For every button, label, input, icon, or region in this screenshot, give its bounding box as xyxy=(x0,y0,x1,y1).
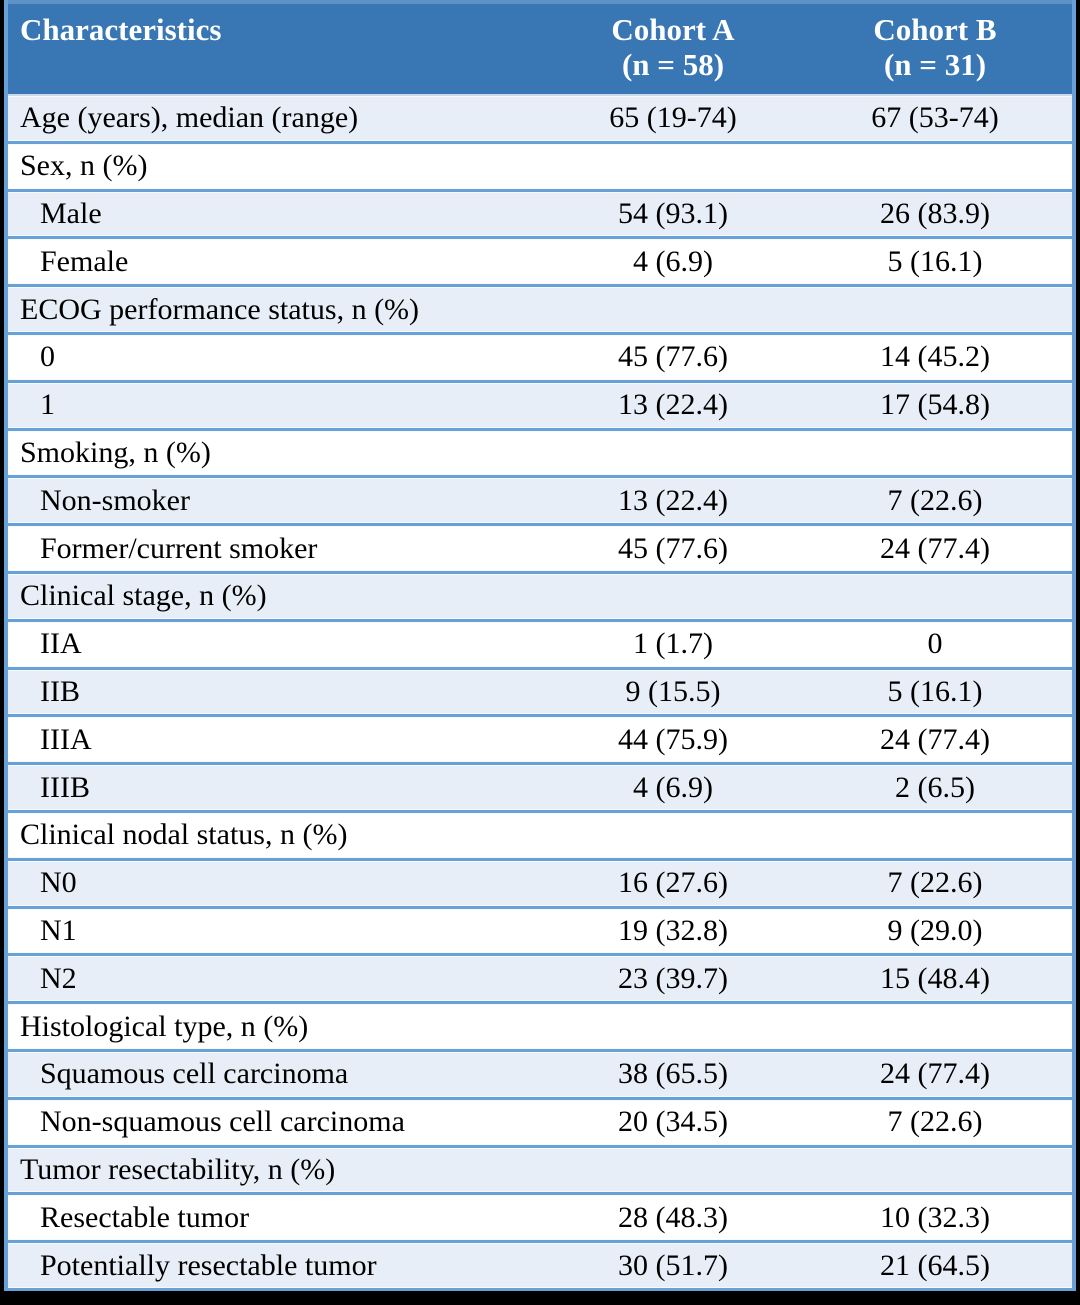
cohort-a-value: 19 (32.8) xyxy=(618,913,728,947)
cohort-b-value: 0 xyxy=(927,627,943,661)
table-row: Squamous cell carcinoma 38 (65.5) 24 (77.4… xyxy=(8,1051,1072,1097)
cohort-b-value: 7 (22.6) xyxy=(887,1105,983,1139)
cohort-a-value: 4 (6.9) xyxy=(633,244,713,278)
row-label: Non-squamous cell carcinoma xyxy=(40,1105,405,1139)
cohort-a-value: 1 (1.7) xyxy=(633,627,713,661)
row-label: Histological type, n (%) xyxy=(20,1009,309,1043)
row-label: IIIA xyxy=(40,722,92,756)
row-label: Former/current smoker xyxy=(40,531,318,565)
table-row: N0 16 (27.6) 7 (22.6) xyxy=(8,860,1072,906)
cohort-b-value: 21 (64.5) xyxy=(880,1248,990,1282)
table-row: Age (years), median (range) 65 (19-74) 67 … xyxy=(8,96,1072,141)
table-row: Clinical stage, n (%) xyxy=(8,573,1072,619)
table-row: 1 13 (22.4) 17 (54.8) xyxy=(8,382,1072,428)
table-row: Tumor resectability, n (%) xyxy=(8,1147,1072,1193)
cohort-b-value: 5 (16.1) xyxy=(887,674,983,708)
table-body: Age (years), median (range) 65 (19-74) 67 … xyxy=(8,96,1072,1291)
cohort-a-value: 4 (6.9) xyxy=(633,770,713,804)
row-label: Non-smoker xyxy=(40,483,190,517)
table-row: IIIA 44 (75.9) 24 (77.4) xyxy=(8,717,1072,763)
table-row: Clinical nodal status, n (%) xyxy=(8,812,1072,858)
header-label-cohort-b: Cohort B xyxy=(873,12,997,47)
cohort-a-value: 13 (22.4) xyxy=(618,483,728,517)
header-label-cohort-a-n: (n = 58) xyxy=(621,47,725,82)
row-label: N1 xyxy=(40,913,77,947)
table-row: Male 54 (93.1) 26 (83.9) xyxy=(8,191,1072,237)
cohort-a-value: 54 (93.1) xyxy=(618,196,728,230)
table-row: Sex, n (%) xyxy=(8,143,1072,189)
row-label: ECOG performance status, n (%) xyxy=(20,292,420,326)
table-row: IIIB 4 (6.9) 2 (6.5) xyxy=(8,765,1072,810)
cohort-a-value: 23 (39.7) xyxy=(618,961,728,995)
table-row: Smoking, n (%) xyxy=(8,430,1072,476)
row-label: N0 xyxy=(40,866,77,900)
header-label-cohort-a: Cohort A xyxy=(611,12,735,47)
row-label: IIIB xyxy=(40,770,90,804)
characteristics-table: Characteristics Cohort A (n = 58) Cohort… xyxy=(4,0,1076,1291)
cohort-a-value: 9 (15.5) xyxy=(625,674,721,708)
header-label-cohort-b-n: (n = 31) xyxy=(883,47,987,82)
table-row: IIA 1 (1.7) 0 xyxy=(8,621,1072,667)
header-label-characteristics: Characteristics xyxy=(20,12,222,47)
cohort-b-value: 17 (54.8) xyxy=(880,388,990,422)
row-label: IIA xyxy=(40,627,82,661)
cohort-a-value: 38 (65.5) xyxy=(618,1057,728,1091)
cohort-b-value: 14 (45.2) xyxy=(880,340,990,374)
cohort-a-value: 44 (75.9) xyxy=(618,722,728,756)
table-row: Histological type, n (%) xyxy=(8,1004,1072,1049)
row-label: Age (years), median (range) xyxy=(20,101,359,135)
row-label: Clinical stage, n (%) xyxy=(20,579,267,613)
cohort-b-value: 7 (22.6) xyxy=(887,866,983,900)
cohort-b-value: 5 (16.1) xyxy=(887,244,983,278)
table-header-row: Characteristics Cohort A (n = 58) Cohort… xyxy=(8,0,1072,96)
cohort-b-value: 2 (6.5) xyxy=(895,770,975,804)
cohort-a-value: 16 (27.6) xyxy=(618,866,728,900)
cohort-b-value: 10 (32.3) xyxy=(880,1200,990,1234)
row-label: Male xyxy=(40,196,102,230)
cohort-a-value: 20 (34.5) xyxy=(618,1105,728,1139)
row-label: Smoking, n (%) xyxy=(20,435,211,469)
cohort-b-value: 9 (29.0) xyxy=(887,913,983,947)
cohort-b-value: 24 (77.4) xyxy=(880,722,990,756)
table-row: Non-smoker 13 (22.4) 7 (22.6) xyxy=(8,478,1072,524)
row-label: Clinical nodal status, n (%) xyxy=(20,818,348,852)
header-cell-cohort-b: Cohort B (n = 31) xyxy=(798,4,1072,94)
cohort-b-value: 24 (77.4) xyxy=(880,531,990,565)
table-row: IIB 9 (15.5) 5 (16.1) xyxy=(8,669,1072,715)
row-label: Resectable tumor xyxy=(40,1200,250,1234)
cohort-a-value: 45 (77.6) xyxy=(618,531,728,565)
row-label: N2 xyxy=(40,961,77,995)
cohort-b-value: 26 (83.9) xyxy=(880,196,990,230)
table-row: Non-squamous cell carcinoma 20 (34.5) 7 (2… xyxy=(8,1099,1072,1145)
table-row: ECOG performance status, n (%) xyxy=(8,287,1072,332)
row-label: Potentially resectable tumor xyxy=(40,1248,377,1282)
table-row: Female 4 (6.9) 5 (16.1) xyxy=(8,239,1072,285)
header-cell-characteristics: Characteristics xyxy=(8,4,548,94)
cohort-a-value: 13 (22.4) xyxy=(618,388,728,422)
table-row: Former/current smoker 45 (77.6) 24 (77.4) xyxy=(8,526,1072,571)
table-row: 0 45 (77.6) 14 (45.2) xyxy=(8,334,1072,380)
row-label: Sex, n (%) xyxy=(20,149,148,183)
cohort-a-value: 30 (51.7) xyxy=(618,1248,728,1282)
cohort-b-value: 24 (77.4) xyxy=(880,1057,990,1091)
cohort-b-value: 67 (53-74) xyxy=(871,101,999,135)
row-label: 1 xyxy=(40,388,55,422)
cohort-b-value: 15 (48.4) xyxy=(880,961,990,995)
cohort-a-value: 65 (19-74) xyxy=(609,101,737,135)
row-label: IIB xyxy=(40,674,80,708)
cohort-a-value: 45 (77.6) xyxy=(618,340,728,374)
cohort-a-value: 28 (48.3) xyxy=(618,1200,728,1234)
row-label: Squamous cell carcinoma xyxy=(40,1057,349,1091)
header-cell-cohort-a: Cohort A (n = 58) xyxy=(548,4,798,94)
row-label: Female xyxy=(40,244,129,278)
cohort-b-value: 7 (22.6) xyxy=(887,483,983,517)
table-row: Potentially resectable tumor 30 (51.7) 21 … xyxy=(8,1243,1072,1288)
table-row: N1 19 (32.8) 9 (29.0) xyxy=(8,908,1072,954)
row-label: Tumor resectability, n (%) xyxy=(20,1152,336,1186)
row-label: 0 xyxy=(40,340,55,374)
table-row: N2 23 (39.7) 15 (48.4) xyxy=(8,956,1072,1002)
table-row: Resectable tumor 28 (48.3) 10 (32.3) xyxy=(8,1195,1072,1241)
